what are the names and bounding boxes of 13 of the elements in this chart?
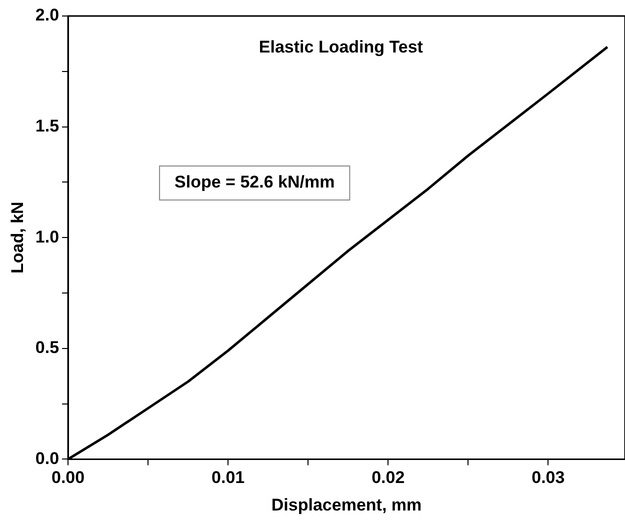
x-axis-title: Displacement, mm <box>271 495 422 514</box>
y-tick-label: 1.0 <box>35 227 60 246</box>
y-tick-label: 0.0 <box>35 448 60 468</box>
annotation: Slope = 52.6 kN/mm <box>174 172 335 192</box>
x-tick-label: 0.02 <box>372 468 405 488</box>
text: Elastic Loading Test <box>258 38 424 57</box>
y-tick-label: 2.0 <box>35 6 60 25</box>
x-tick-label: 0.00 <box>51 468 85 488</box>
x-tick-label: 0.01 <box>212 468 245 488</box>
x-tick-label: 0.03 <box>532 468 565 488</box>
y-tick-label: 1.5 <box>35 116 60 136</box>
y-axis-title: Load, kN <box>8 202 27 274</box>
y-tick-label: 0.5 <box>35 338 60 358</box>
